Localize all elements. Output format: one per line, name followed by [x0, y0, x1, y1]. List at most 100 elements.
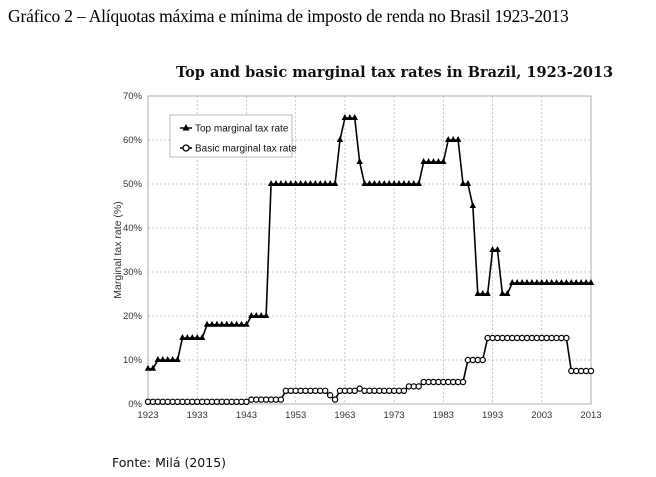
triangle-marker: [425, 158, 432, 164]
triangle-marker: [351, 114, 358, 120]
circle-marker: [563, 334, 570, 342]
triangle-marker: [381, 180, 388, 186]
hollow-circle-icon: [182, 144, 190, 152]
triangle-marker: [509, 279, 516, 285]
triangle-marker: [504, 290, 511, 296]
x-tick-label: 1963: [334, 410, 355, 421]
triangle-marker: [277, 180, 285, 186]
triangle-marker: [144, 364, 152, 371]
triangle-marker: [513, 279, 521, 285]
triangle-marker: [533, 279, 541, 285]
triangle-marker: [287, 180, 294, 186]
triangle-marker: [410, 180, 417, 186]
x-tick-label: 1933: [187, 410, 208, 421]
triangle-marker: [282, 180, 290, 186]
source-note: Fonte: Milá (2015): [112, 455, 227, 470]
triangle-marker: [218, 320, 226, 327]
triangle-marker: [346, 114, 354, 120]
triangle-marker: [198, 334, 206, 340]
triangle-marker: [445, 136, 452, 142]
triangle-marker: [558, 279, 565, 285]
x-tick-label: 1993: [482, 410, 503, 421]
y-tick-label: 50%: [123, 179, 143, 190]
triangle-marker: [317, 180, 324, 186]
triangle-marker: [238, 320, 245, 327]
triangle-marker: [184, 334, 191, 340]
triangle-marker: [543, 279, 550, 285]
circle-marker: [326, 392, 334, 399]
triangle-marker: [208, 320, 216, 327]
triangle-marker: [523, 279, 531, 285]
triangle-marker: [356, 158, 363, 164]
series-top-marginal-rate: [144, 114, 595, 371]
triangle-marker: [484, 290, 491, 296]
x-tick-label: 1983: [433, 410, 454, 421]
triangle-marker: [292, 180, 299, 186]
y-axis-ticks: 0% 10% 20% 30% 40% 50% 60% 70%: [123, 91, 143, 410]
triangle-marker: [203, 320, 211, 327]
triangle-marker: [272, 180, 280, 186]
legend: Top marginal tax rate Basic marginal tax…: [169, 114, 297, 158]
triangle-marker: [494, 246, 501, 252]
circle-marker: [331, 396, 339, 403]
triangle-marker: [297, 180, 304, 186]
triangle-marker: [385, 180, 393, 186]
figure-caption: Gráfico 2 – Alíquotas máxima e mínima de…: [8, 6, 569, 26]
triangle-marker: [164, 356, 171, 362]
circle-marker: [400, 387, 408, 394]
circle-marker: [479, 356, 486, 364]
triangle-marker: [174, 356, 181, 362]
triangle-marker: [449, 136, 457, 142]
triangle-marker: [573, 279, 580, 285]
x-tick-label: 1953: [285, 410, 306, 421]
triangle-marker: [154, 356, 162, 362]
triangle-marker: [262, 312, 270, 318]
triangle-marker: [577, 279, 585, 285]
triangle-marker: [228, 320, 235, 327]
triangle-marker: [267, 180, 275, 186]
legend-top-label: Top marginal tax rate: [195, 124, 289, 135]
triangle-marker: [440, 158, 447, 164]
triangle-marker: [405, 180, 413, 186]
y-tick-label: 20%: [123, 311, 143, 322]
triangle-marker: [528, 279, 536, 285]
y-tick-label: 70%: [123, 91, 143, 102]
filled-triangle-icon: [182, 124, 190, 131]
triangle-marker: [336, 136, 344, 142]
triangle-marker: [415, 180, 422, 186]
triangle-marker: [331, 180, 339, 186]
triangle-marker: [454, 136, 462, 142]
triangle-marker: [538, 279, 545, 285]
triangle-marker: [233, 320, 240, 327]
triangle-marker: [563, 279, 570, 285]
y-tick-label: 0%: [128, 399, 142, 410]
y-tick-label: 40%: [123, 223, 143, 234]
triangle-marker: [568, 279, 575, 285]
x-tick-label: 2003: [531, 410, 552, 421]
circle-marker: [459, 378, 467, 386]
x-axis-ticks: 1923 1933 1943 1953 1963 1973 1983 1993 2003 2013: [137, 410, 601, 421]
triangle-marker: [459, 180, 467, 186]
triangle-marker: [400, 180, 408, 186]
triangle-marker: [248, 312, 255, 318]
triangle-marker: [258, 312, 265, 318]
triangle-marker: [479, 290, 486, 296]
triangle-marker: [499, 290, 506, 296]
triangle-marker: [149, 364, 157, 371]
triangle-marker: [390, 180, 398, 186]
triangle-marker: [341, 114, 349, 120]
legend-basic-label: Basic marginal tax rate: [195, 144, 297, 155]
triangle-marker: [518, 279, 526, 285]
triangle-marker: [361, 180, 368, 186]
series-basic-marginal-rate: [144, 334, 595, 405]
y-tick-label: 10%: [123, 355, 143, 366]
circle-marker: [587, 367, 595, 375]
triangle-marker: [302, 180, 309, 186]
triangle-marker: [322, 180, 329, 186]
circle-marker: [277, 396, 285, 403]
triangle-marker: [430, 158, 437, 164]
triangle-marker: [489, 246, 496, 252]
y-tick-label: 30%: [123, 267, 143, 278]
x-tick-label: 2013: [580, 410, 601, 421]
triangle-marker: [179, 334, 186, 340]
